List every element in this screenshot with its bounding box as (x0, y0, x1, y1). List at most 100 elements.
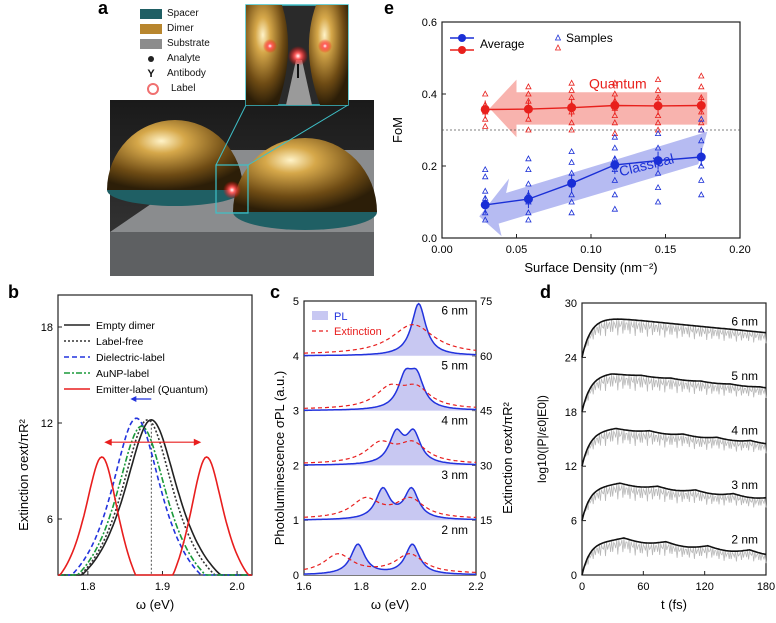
series-line (58, 456, 252, 576)
y-tick-label: 12 (41, 418, 53, 430)
envelope-line (581, 318, 767, 358)
sample-point (697, 72, 705, 79)
sample-point (568, 119, 575, 126)
envelope-line (581, 537, 767, 576)
pl-line (304, 367, 476, 411)
sample-point (481, 165, 489, 173)
inset-label-glow (288, 46, 308, 66)
legend-label: Dielectric-label (96, 352, 165, 364)
average-point (480, 104, 490, 114)
chart-b: 1.8 1.9 2.0 6 12 18 ω (eV) Extinction σext/πR² E… (16, 294, 253, 612)
envelope-line (581, 427, 767, 467)
sample-point (611, 133, 619, 140)
y-tick-label: 18 (565, 407, 577, 419)
legend-marker (554, 44, 562, 51)
gap-label: 3 nm (441, 468, 468, 482)
legend-label: Substrate (167, 38, 210, 49)
legend-label: Average (480, 37, 525, 51)
x-tick-label: 1.8 (354, 581, 369, 593)
average-point (567, 178, 577, 188)
sample-point (481, 209, 489, 216)
sample-point (568, 191, 575, 198)
average-point (610, 160, 620, 170)
sample-point (525, 126, 532, 133)
sample-point (697, 137, 705, 144)
gap-label: 6 nm (441, 304, 468, 318)
sample-point (568, 158, 575, 165)
average-point (523, 194, 533, 204)
panel-label-a: a (98, 0, 109, 18)
y-tick-label: 0 (293, 570, 299, 582)
y-axis-label-right: Extinction σext/πR² (500, 402, 515, 514)
y-tick-label: 6 (47, 514, 53, 526)
gap-label: 5 nm (731, 369, 758, 383)
y-axis-label: FoM (390, 117, 405, 143)
x-tick-label: 1.9 (155, 581, 170, 593)
sample-point (525, 165, 532, 173)
sample-point (611, 90, 619, 97)
x-axis-label: ω (eV) (371, 597, 409, 612)
legend-item: Substrate (140, 36, 210, 51)
average-point (480, 200, 490, 210)
sample-point (654, 119, 662, 126)
panel-label-e: e (384, 0, 395, 18)
y-axis-label: log10(|P|/ε0|E0|) (535, 395, 549, 483)
sample-point (654, 111, 662, 118)
zoom-line (215, 104, 247, 166)
legend-label: Dimer (167, 23, 194, 34)
plot-frame (57, 294, 253, 576)
legend-swatch (140, 8, 162, 19)
gap-label: 4 nm (731, 423, 758, 437)
legend-item: Y Antibody (140, 66, 210, 81)
sample-point (481, 90, 489, 97)
extinction-line (304, 383, 477, 409)
x-tick-label: 60 (637, 581, 649, 593)
y-tick-label: 4 (293, 351, 299, 363)
inset-dimer-right (308, 5, 348, 105)
y-tick-label-right: 60 (480, 351, 492, 363)
sample-point (525, 90, 532, 97)
sample-point (525, 115, 532, 122)
y-axis-label: Photoluminescence σPL (a.u.) (272, 371, 287, 545)
legend-item: Dimer (140, 21, 210, 36)
sample-point (568, 126, 575, 133)
y-tick-label: 0.0 (422, 233, 437, 245)
pl-fill (304, 544, 476, 575)
series-line (58, 418, 252, 576)
envelope-line (581, 482, 767, 521)
y-tick-label: 3 (293, 406, 299, 418)
legend-swatch (140, 23, 162, 34)
quantum-arrow (489, 79, 708, 138)
x-axis-label: Surface Density (nm⁻²) (524, 260, 657, 275)
pl-fill (304, 487, 476, 521)
gap-label: 3 nm (731, 478, 758, 492)
sample-point (611, 176, 619, 183)
series-line (58, 419, 252, 576)
plot-frame (581, 302, 767, 576)
legend-swatch (140, 38, 162, 49)
chart-e: 0.00 0.05 0.10 0.15 0.20 0.0 0.2 0.4 0.6 Surface … (390, 17, 751, 275)
gap-label: 6 nm (731, 315, 758, 329)
legend-label: Analyte (167, 53, 201, 64)
sample-point (611, 129, 619, 137)
average-point (696, 101, 706, 111)
chart-d: 0 60 120 180 0 6 12 18 24 30 t (fs) log10(|P|/ε0|E0… (535, 298, 775, 612)
legend-swatch (312, 311, 328, 320)
legend-swatch (147, 82, 159, 95)
sample-point (654, 144, 662, 151)
sample-point (697, 119, 705, 126)
y-tick-label-right: 75 (480, 296, 492, 308)
pl-fill (304, 368, 476, 411)
sample-point (654, 169, 662, 176)
sample-point (611, 111, 619, 118)
y-tick-label: 0.6 (422, 17, 437, 29)
y-tick-label-right: 0 (480, 570, 486, 582)
sample-point (568, 198, 575, 205)
legend-label: Extinction (334, 326, 382, 338)
x-tick-label: 0.20 (729, 244, 750, 256)
y-tick-label: 6 (571, 516, 577, 528)
y-tick-label: 5 (293, 296, 299, 308)
average-line (485, 156, 702, 206)
legend-label: Samples (566, 31, 613, 45)
label-glow (223, 181, 241, 199)
